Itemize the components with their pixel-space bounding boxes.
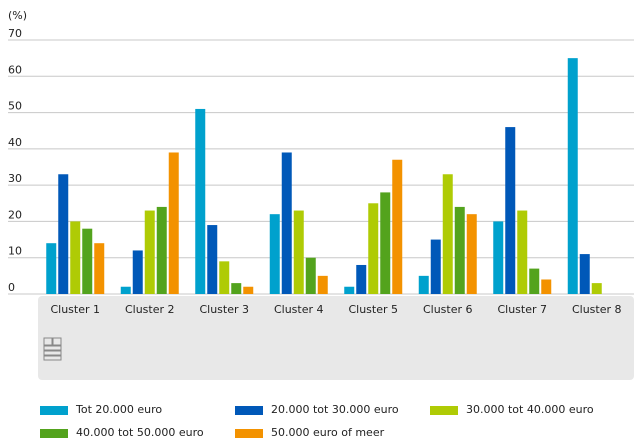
- bar: [281, 152, 292, 294]
- legend-swatch: [235, 429, 263, 438]
- legend-swatch: [40, 429, 68, 438]
- bar: [356, 264, 367, 294]
- bar: [58, 174, 69, 294]
- bar: [195, 108, 206, 294]
- bar: [269, 214, 280, 294]
- bar: [529, 268, 540, 294]
- bar: [368, 203, 379, 294]
- x-tick-label: Cluster 1: [50, 303, 100, 316]
- bar: [46, 243, 57, 294]
- bar: [579, 254, 590, 294]
- y-tick-label: 50: [8, 100, 22, 113]
- legend-swatch: [235, 406, 263, 415]
- legend-label: 40.000 tot 50.000 euro: [76, 426, 204, 439]
- y-tick-label: 60: [8, 63, 22, 76]
- y-tick-label: 30: [8, 172, 22, 185]
- bar: [305, 257, 316, 294]
- x-tick-label: Cluster 3: [199, 303, 249, 316]
- bar: [293, 210, 304, 294]
- bar: [168, 152, 179, 294]
- bar: [344, 286, 355, 294]
- bar: [243, 286, 254, 294]
- bar: [418, 275, 429, 294]
- bar: [156, 206, 167, 294]
- y-tick-label: 20: [8, 208, 22, 221]
- y-axis-label: (%): [8, 9, 27, 22]
- bar: [317, 275, 328, 294]
- bar: [144, 210, 155, 294]
- logo: [43, 337, 62, 361]
- bar: [132, 250, 143, 294]
- legend-label: 20.000 tot 30.000 euro: [271, 403, 399, 416]
- bar: [493, 221, 504, 294]
- bar: [70, 221, 81, 294]
- bar: [120, 286, 131, 294]
- bar: [219, 261, 230, 294]
- legend-swatch: [430, 406, 458, 415]
- x-tick-label: Cluster 8: [572, 303, 622, 316]
- y-tick-label: 10: [8, 245, 22, 258]
- bar: [82, 228, 93, 294]
- legend-label: 30.000 tot 40.000 euro: [466, 403, 594, 416]
- bar: [430, 239, 441, 294]
- bar: [505, 127, 516, 294]
- y-tick-label: 40: [8, 136, 22, 149]
- y-tick-label: 0: [8, 281, 15, 294]
- legend-label: Tot 20.000 euro: [75, 403, 162, 416]
- bar: [94, 243, 105, 294]
- bar: [392, 159, 403, 294]
- bar: [541, 279, 552, 294]
- bar: [591, 283, 602, 294]
- legend-swatch: [40, 406, 68, 415]
- bar: [442, 174, 453, 294]
- bar: [207, 225, 218, 294]
- bar: [517, 210, 528, 294]
- x-tick-label: Cluster 7: [497, 303, 547, 316]
- x-tick-label: Cluster 2: [125, 303, 175, 316]
- axis-band: [38, 296, 634, 380]
- bar: [231, 283, 242, 294]
- bar: [567, 58, 578, 295]
- x-tick-label: Cluster 6: [423, 303, 473, 316]
- x-tick-label: Cluster 5: [348, 303, 398, 316]
- bar: [380, 192, 391, 294]
- legend-label: 50.000 euro of meer: [271, 426, 385, 439]
- bar: [466, 214, 477, 294]
- bar: [454, 206, 465, 294]
- y-tick-label: 70: [8, 27, 22, 40]
- x-tick-label: Cluster 4: [274, 303, 324, 316]
